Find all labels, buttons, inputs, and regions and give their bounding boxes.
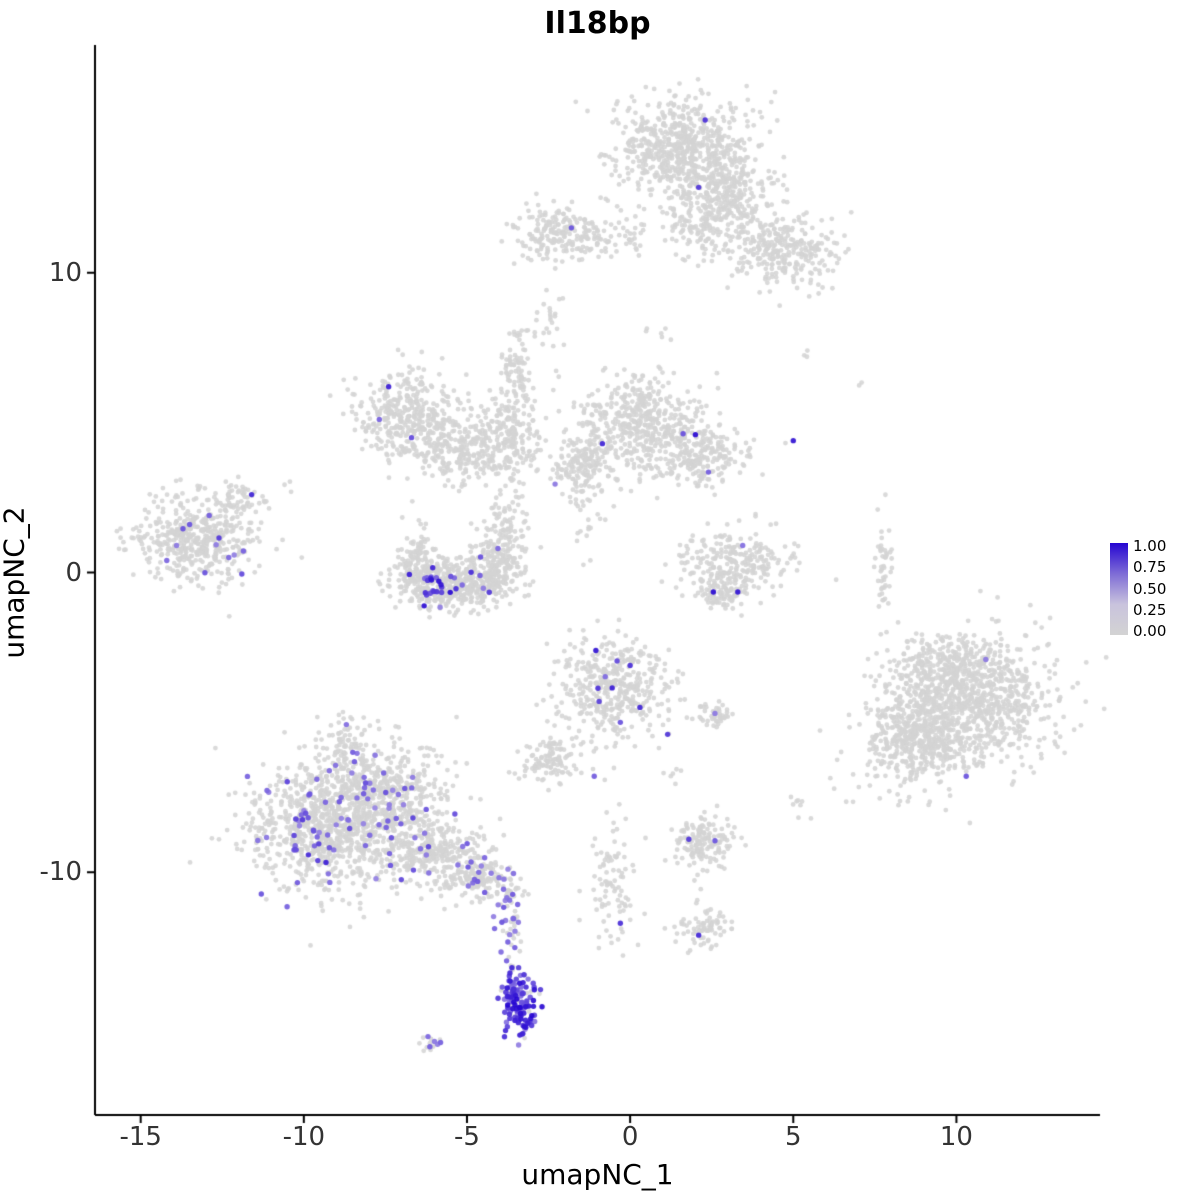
y-tick-label: -10: [39, 857, 82, 888]
x-tick-label: -10: [282, 1122, 326, 1152]
y-tick-label: 10: [48, 257, 82, 288]
legend-tick-label: 0.00: [1133, 622, 1167, 640]
legend-tick-label: 0.25: [1133, 600, 1167, 619]
legend-gradient-bar: [1110, 543, 1128, 635]
legend-tick-label: 0.50: [1133, 579, 1167, 598]
y-axis-label: umapNC_2: [0, 506, 31, 659]
legend-tick-label: 1.00: [1133, 537, 1167, 555]
color-legend: 1.00 0.75 0.50 0.25 0.00: [1110, 539, 1166, 639]
y-tick-label: 0: [65, 557, 82, 588]
x-tick-label: 5: [784, 1122, 802, 1152]
x-tick-label: -15: [119, 1122, 162, 1152]
x-tick-label: -5: [454, 1122, 480, 1152]
plot-title: Il18bp: [544, 6, 651, 41]
legend-labels: 1.00 0.75 0.50 0.25 0.00: [1133, 539, 1166, 639]
x-tick-label: 10: [939, 1122, 973, 1152]
x-tick-label: 0: [621, 1122, 639, 1152]
legend-tick-label: 0.75: [1133, 558, 1167, 577]
x-axis-label: umapNC_1: [521, 1158, 674, 1191]
